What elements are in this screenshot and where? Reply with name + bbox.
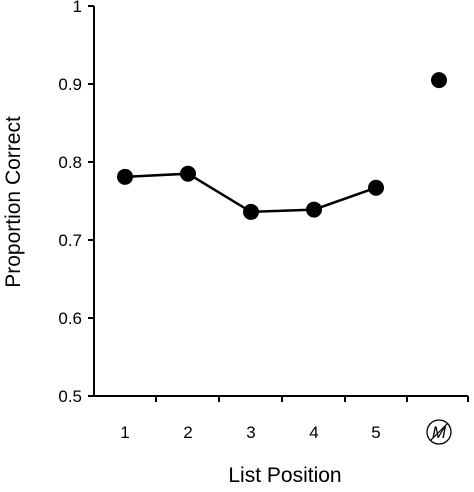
- x-tick-label: 4: [309, 423, 318, 442]
- x-axis-title: List Position: [228, 464, 341, 487]
- y-tick-label: 0.6: [58, 309, 82, 328]
- circled-M-icon: M: [426, 419, 452, 445]
- data-point: [368, 179, 384, 196]
- y-axis-title: Proportion Correct: [2, 116, 25, 288]
- y-tick-label: 1: [73, 0, 82, 16]
- x-tick-label: 3: [246, 423, 255, 442]
- y-tick-label: 0.5: [58, 387, 82, 406]
- data-point: [117, 168, 133, 185]
- data-point: [243, 203, 259, 220]
- data-point: [180, 165, 196, 182]
- axes: [93, 6, 468, 397]
- y-tick-label: 0.7: [58, 231, 82, 250]
- data-point: [431, 72, 447, 89]
- y-tick-label: 0.9: [58, 75, 82, 94]
- series: [117, 72, 447, 220]
- y-tick-label: 0.8: [58, 153, 82, 172]
- ticks: 0.5 0.6 0.7 0.8 0.9 1 1 2 3 4 5 M: [58, 0, 469, 445]
- x-tick-label: 2: [183, 423, 192, 442]
- x-tick-label: 5: [371, 423, 380, 442]
- x-tick-label: 1: [120, 423, 129, 442]
- data-point: [306, 201, 322, 218]
